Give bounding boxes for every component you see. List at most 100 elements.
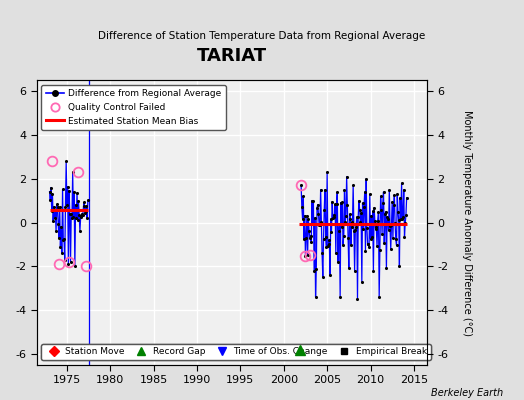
Point [312, 266, 321, 272]
Point [374, 209, 383, 216]
Point [363, 225, 371, 232]
Point [390, 192, 399, 198]
Point [302, 234, 310, 241]
Point [385, 186, 394, 193]
Point [307, 232, 315, 239]
Point [385, 227, 393, 234]
Point [355, 198, 363, 204]
Point [62, 158, 70, 164]
Point [388, 198, 396, 205]
Point [56, 243, 64, 250]
Point [400, 186, 408, 193]
Point [74, 198, 83, 204]
Point [343, 174, 351, 180]
Point [359, 226, 367, 232]
Point [48, 191, 57, 197]
Y-axis label: Monthly Temperature Anomaly Difference (°C): Monthly Temperature Anomaly Difference (… [462, 110, 472, 336]
Point [53, 204, 62, 210]
Point [317, 218, 325, 225]
Point [340, 186, 348, 193]
Point [362, 176, 370, 182]
Point [352, 224, 360, 230]
Point [77, 213, 85, 219]
Point [79, 203, 88, 209]
Point [376, 193, 385, 200]
Point [330, 214, 339, 220]
Point [329, 215, 337, 221]
Point [46, 197, 54, 204]
Point [298, 204, 306, 210]
Point [63, 184, 72, 190]
Point [309, 198, 318, 204]
Point [84, 197, 92, 204]
Point [69, 169, 77, 176]
Point [52, 228, 60, 234]
Point [366, 191, 374, 197]
Text: Difference of Station Temperature Data from Regional Average: Difference of Station Temperature Data f… [99, 31, 425, 41]
Point [368, 208, 377, 215]
Point [339, 242, 347, 248]
Point [326, 272, 334, 278]
Point [71, 202, 80, 208]
Point [319, 236, 328, 242]
Point [65, 188, 73, 194]
Point [396, 194, 405, 201]
Point [49, 218, 57, 224]
Point [322, 234, 330, 240]
Point [52, 201, 61, 208]
Point [328, 198, 336, 205]
Legend: Station Move, Record Gap, Time of Obs. Change, Empirical Break: Station Move, Record Gap, Time of Obs. C… [41, 344, 431, 360]
Point [57, 224, 66, 230]
Point [374, 218, 382, 224]
Point [333, 189, 342, 195]
Point [305, 235, 314, 241]
Point [67, 211, 75, 218]
Point [324, 241, 333, 248]
Point [398, 216, 407, 222]
Point [316, 222, 324, 228]
Point [82, 208, 90, 214]
Point [392, 242, 401, 248]
Point [64, 261, 72, 267]
Point [340, 232, 348, 239]
Point [397, 180, 406, 186]
Point [82, 203, 91, 210]
Point [386, 222, 394, 229]
Point [364, 241, 372, 247]
Point [368, 234, 376, 240]
Point [54, 221, 62, 228]
Point [344, 234, 352, 241]
Point [320, 207, 329, 214]
Point [389, 235, 397, 242]
Point [48, 208, 56, 214]
Point [78, 210, 86, 217]
Point [402, 194, 411, 201]
Point [334, 228, 343, 235]
Point [395, 217, 403, 223]
Point [393, 191, 401, 197]
Point [355, 206, 364, 213]
Point [73, 217, 82, 224]
Point [61, 256, 69, 263]
Point [402, 212, 410, 218]
Point [342, 213, 350, 219]
Point [351, 267, 359, 274]
Point [399, 214, 407, 220]
Point [367, 212, 375, 219]
Point [313, 204, 321, 211]
Point [332, 250, 340, 256]
Point [61, 204, 70, 210]
Point [69, 214, 78, 220]
Point [297, 182, 305, 188]
Point [384, 216, 392, 223]
Point [318, 250, 326, 256]
Point [56, 204, 64, 210]
Point [316, 186, 325, 193]
Point [77, 214, 85, 221]
Point [336, 294, 344, 300]
Point [337, 224, 346, 230]
Point [372, 224, 380, 230]
Point [335, 220, 344, 227]
Point [331, 201, 339, 208]
Point [373, 243, 381, 249]
